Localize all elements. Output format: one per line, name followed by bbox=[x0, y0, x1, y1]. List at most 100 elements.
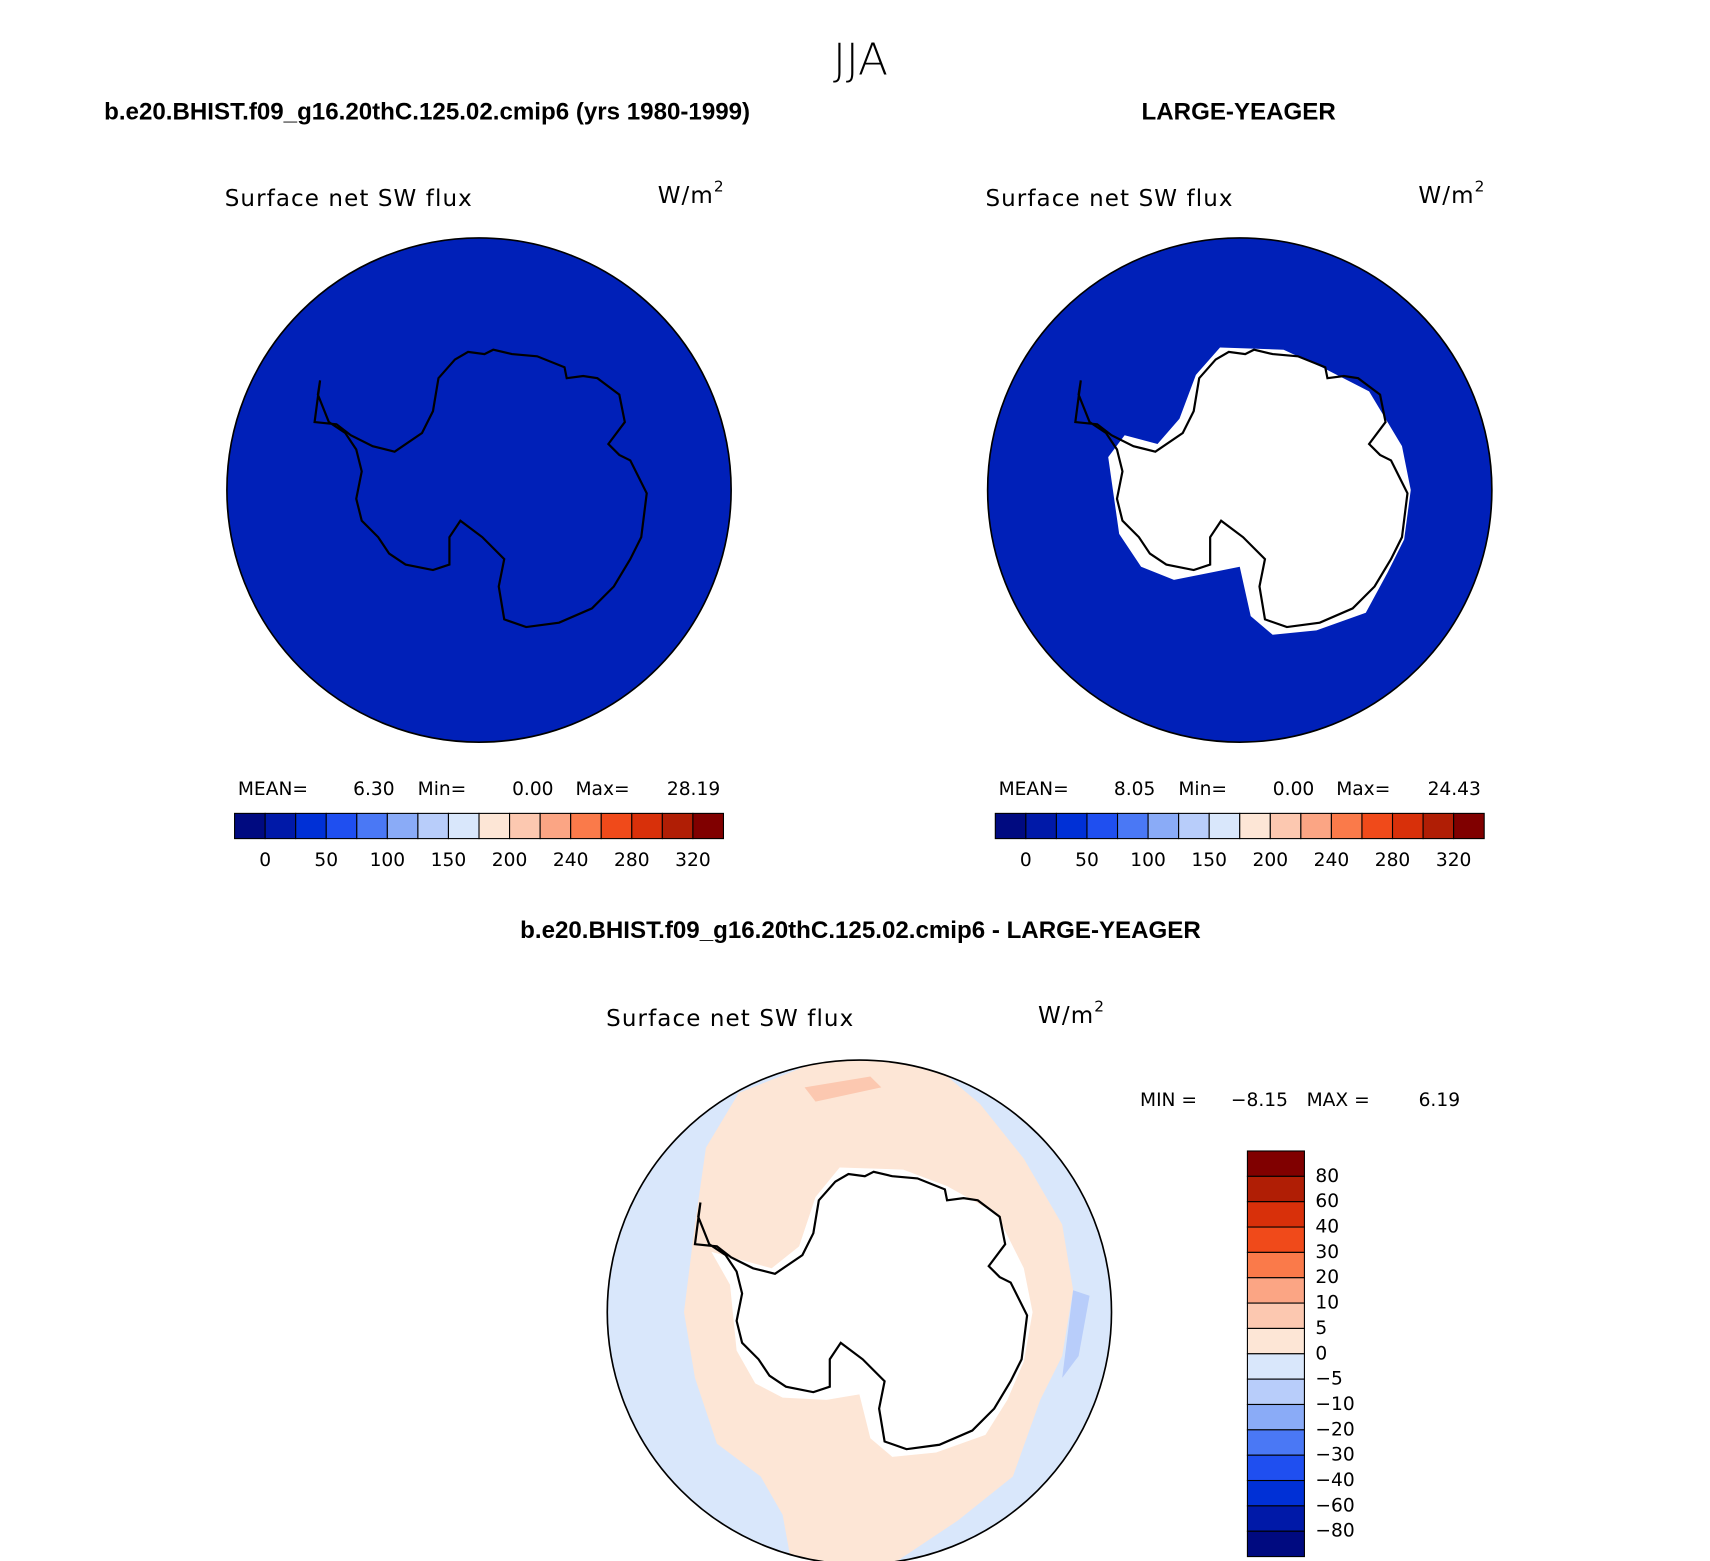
stat-name: Min= bbox=[418, 779, 467, 800]
colorbar-box bbox=[1116, 812, 1149, 840]
colorbar-box bbox=[600, 812, 633, 840]
colorbar-label: 100 bbox=[370, 850, 406, 871]
map-diff bbox=[606, 1059, 1113, 1561]
stat-value: 8.05 bbox=[1114, 779, 1155, 800]
colorbar-box bbox=[1246, 1201, 1305, 1228]
colorbar-box bbox=[1055, 812, 1088, 840]
colorbar-label: 200 bbox=[1253, 850, 1289, 871]
colorbar-label: 240 bbox=[553, 850, 589, 871]
no-data-area bbox=[711, 1167, 1033, 1457]
colorbar-box bbox=[570, 812, 602, 840]
colorbar-box bbox=[417, 812, 450, 840]
colorbar-box bbox=[1246, 1454, 1305, 1482]
colorbar-box bbox=[994, 812, 1027, 840]
stat-value: −8.15 bbox=[1231, 1090, 1288, 1111]
colorbar-box bbox=[631, 812, 663, 840]
stat-name: MAX = bbox=[1307, 1090, 1370, 1111]
field-name: Surface net SW flux bbox=[225, 186, 473, 212]
figure-title: JJA bbox=[833, 35, 888, 86]
colorbar-label: 280 bbox=[614, 850, 650, 871]
colorbar-label: 40 bbox=[1315, 1217, 1339, 1238]
map-border bbox=[606, 1059, 1113, 1561]
units-exponent: 2 bbox=[1094, 997, 1105, 1015]
map-disc bbox=[226, 237, 732, 743]
units: W/m2 bbox=[1038, 997, 1105, 1029]
colorbar-box bbox=[1086, 812, 1119, 840]
colorbar-label: 280 bbox=[1375, 850, 1411, 871]
colorbar-box bbox=[1246, 1277, 1305, 1304]
colorbar-box bbox=[264, 812, 297, 840]
colorbar-label: 100 bbox=[1130, 850, 1166, 871]
colorbar-label: 30 bbox=[1315, 1242, 1339, 1263]
colorbar-box bbox=[1246, 1403, 1305, 1431]
no-data-area bbox=[1108, 347, 1411, 635]
colorbar-label: −80 bbox=[1315, 1521, 1354, 1542]
colorbar-box bbox=[1178, 812, 1210, 840]
units-base: W/m bbox=[1038, 1003, 1094, 1029]
stat-value: 6.19 bbox=[1419, 1090, 1460, 1111]
panel-header: LARGE-YEAGER bbox=[1142, 98, 1336, 125]
colorbar-label: 320 bbox=[675, 850, 711, 871]
panel-header: b.e20.BHIST.f09_g16.20thC.125.02.cmip6 -… bbox=[520, 917, 1201, 944]
colorbar-box bbox=[1246, 1353, 1305, 1380]
colorbar-label: −30 bbox=[1315, 1445, 1354, 1466]
colorbar-box bbox=[1300, 812, 1332, 840]
colorbar-label: 10 bbox=[1315, 1293, 1339, 1314]
units-base: W/m bbox=[658, 183, 714, 209]
colorbar-box bbox=[234, 812, 266, 840]
colorbar-box bbox=[1246, 1302, 1305, 1329]
colorbar-label: 80 bbox=[1315, 1166, 1339, 1187]
stat-name: MEAN= bbox=[238, 779, 308, 800]
colorbar-box bbox=[1246, 1530, 1305, 1558]
units-base: W/m bbox=[1418, 183, 1474, 209]
colorbar-box bbox=[1361, 812, 1394, 840]
map-model bbox=[226, 237, 732, 743]
colorbar-box bbox=[478, 812, 511, 840]
field-name: Surface net SW flux bbox=[985, 186, 1233, 212]
colorbar-box bbox=[295, 812, 327, 840]
colorbar-box bbox=[386, 812, 419, 840]
units-exponent: 2 bbox=[714, 177, 725, 195]
stat-name: Max= bbox=[1336, 779, 1390, 800]
colorbar-box bbox=[325, 812, 358, 840]
colorbar-box bbox=[356, 812, 388, 840]
colorbar-label: 50 bbox=[1075, 850, 1099, 871]
stat-value: 28.19 bbox=[667, 779, 720, 800]
colorbar-label: −5 bbox=[1315, 1369, 1342, 1390]
panel-header: b.e20.BHIST.f09_g16.20thC.125.02.cmip6 (… bbox=[104, 98, 750, 125]
colorbar-box bbox=[1391, 812, 1424, 840]
colorbar-box bbox=[692, 812, 725, 840]
colorbar-label: −20 bbox=[1315, 1419, 1354, 1440]
colorbar-box bbox=[1246, 1429, 1305, 1456]
colorbar-box bbox=[1147, 812, 1180, 840]
colorbar-box bbox=[1246, 1479, 1305, 1507]
units: W/m2 bbox=[658, 177, 725, 209]
colorbar-label: 0 bbox=[1315, 1343, 1327, 1364]
colorbar-box bbox=[1422, 812, 1455, 840]
colorbar-box bbox=[1246, 1150, 1305, 1177]
colorbar-box bbox=[1246, 1505, 1305, 1532]
map-obs bbox=[986, 237, 1493, 743]
colorbar-box bbox=[447, 812, 480, 840]
stat-name: MEAN= bbox=[999, 779, 1069, 800]
colorbar-box bbox=[1330, 812, 1363, 840]
negative-area bbox=[1062, 1290, 1090, 1378]
colorbar-label: 240 bbox=[1314, 850, 1350, 871]
colorbar-label: 60 bbox=[1315, 1191, 1339, 1212]
colorbar-label: 5 bbox=[1315, 1318, 1327, 1339]
stat-name: MIN = bbox=[1140, 1090, 1197, 1111]
stat-value: 0.00 bbox=[1273, 779, 1314, 800]
colorbar-box bbox=[1246, 1327, 1305, 1355]
colorbar-box bbox=[661, 812, 694, 840]
colorbar-box bbox=[1025, 812, 1057, 840]
colorbar-box bbox=[1246, 1226, 1305, 1253]
colorbar-box bbox=[509, 812, 541, 840]
colorbar-label: 20 bbox=[1315, 1267, 1339, 1288]
colorbar-label: 200 bbox=[492, 850, 528, 871]
colorbar-label: −10 bbox=[1315, 1394, 1354, 1415]
colorbar-box bbox=[539, 812, 572, 840]
colorbar-label: 0 bbox=[259, 850, 271, 871]
colorbar-box bbox=[1453, 812, 1485, 840]
